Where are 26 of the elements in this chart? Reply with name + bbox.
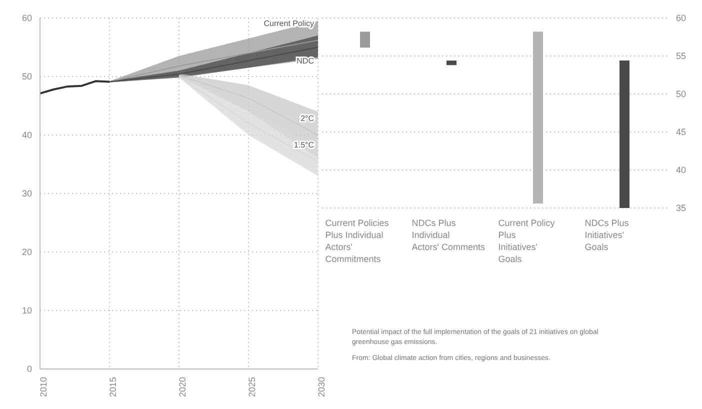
- series-label: NDC: [296, 56, 314, 66]
- y-tick-label: 35: [676, 203, 686, 214]
- x-tick-label: NDCs Plus Individual Actors' Comments: [412, 218, 486, 252]
- y-tick-label: 50: [22, 72, 32, 82]
- y-tick-label: 20: [22, 247, 32, 258]
- y-tick-label: 60: [22, 13, 32, 24]
- y-tick-label: 10: [22, 306, 32, 316]
- y-tick-label: 60: [676, 13, 686, 24]
- x-tick-label: 2020: [177, 377, 188, 398]
- y-tick-label: 30: [22, 188, 32, 199]
- series-label: 1.5°C: [294, 140, 314, 150]
- y-tick-label: 55: [676, 51, 686, 62]
- x-tick-label: 2015: [108, 377, 118, 398]
- x-tick-label: NDCs Plus Initiatives' Goals: [584, 218, 630, 252]
- x-tick-label: 2010: [38, 377, 48, 398]
- x-tick-label: 2030: [316, 377, 326, 398]
- y-tick-label: 0: [26, 364, 32, 374]
- x-tick-label: 2025: [246, 377, 257, 398]
- y-tick-label: 45: [676, 127, 686, 138]
- y-tick-label: 40: [22, 130, 32, 140]
- y-tick-label: 50: [676, 89, 686, 100]
- y-tick-label: 40: [676, 165, 686, 176]
- x-tick-label: Current Policy Plus Initiatives' Goals: [498, 218, 556, 264]
- x-tick-label: Current Policies Plus Individual Actors' Commitments: [325, 218, 390, 264]
- series-label: 2°C: [300, 114, 314, 123]
- series-label: Current Policy: [264, 19, 314, 28]
